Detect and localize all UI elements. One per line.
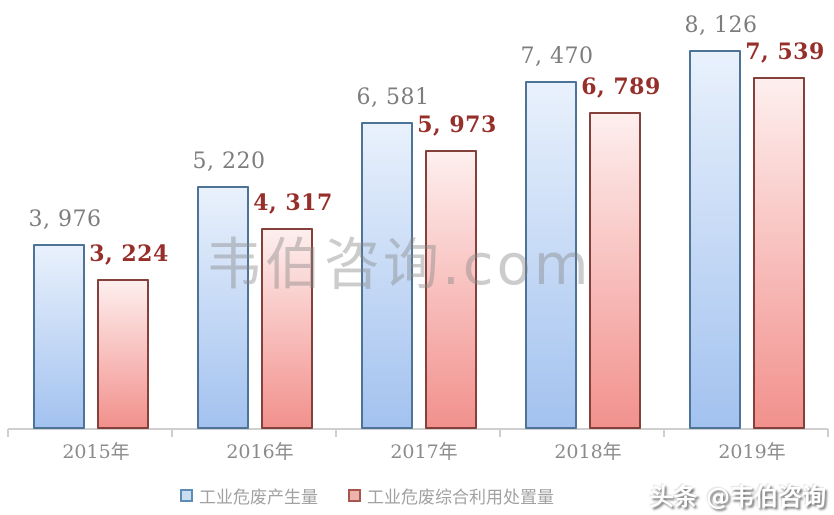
value-label-production-2015年: 3, 976 (28, 207, 102, 232)
bar-production-2015年 (33, 244, 85, 429)
x-axis-tick (827, 429, 829, 437)
legend-label-production: 工业危废产生量 (199, 488, 318, 508)
x-axis-line (8, 428, 828, 430)
value-label-disposal-2017年: 5, 973 (417, 112, 497, 138)
bar-disposal-2018年 (589, 112, 641, 429)
x-axis-tick (7, 429, 9, 437)
value-label-production-2019年: 8, 126 (684, 13, 758, 38)
bar-disposal-2019年 (753, 77, 805, 429)
x-axis-label-2016年: 2016年 (226, 441, 294, 463)
legend-label-disposal: 工业危废综合利用处置量 (367, 488, 554, 508)
bar-disposal-2016年 (261, 228, 313, 429)
legend-item-disposal: 工业危废综合利用处置量 (348, 483, 554, 508)
bar-production-2018年 (525, 81, 577, 429)
legend: 工业危废产生量 工业危废综合利用处置量 (180, 483, 554, 508)
x-axis-label-2015年: 2015年 (62, 441, 130, 463)
value-label-disposal-2019年: 7, 539 (745, 39, 825, 65)
x-axis-tick (663, 429, 665, 437)
legend-swatch-red-icon (348, 489, 361, 502)
legend-swatch-blue-icon (180, 489, 193, 502)
x-axis-label-2017年: 2017年 (390, 441, 458, 463)
x-axis-tick (171, 429, 173, 437)
bar-production-2016年 (197, 186, 249, 429)
x-axis-label-2019年: 2019年 (718, 441, 786, 463)
bar-disposal-2017年 (425, 150, 477, 429)
bar-production-2019年 (689, 50, 741, 429)
value-label-disposal-2015年: 3, 224 (89, 241, 169, 267)
value-label-disposal-2018年: 6, 789 (581, 74, 661, 100)
x-axis-label-2018年: 2018年 (554, 441, 622, 463)
bar-disposal-2015年 (97, 279, 149, 429)
toutiao-watermark: 头条 @韦伯咨询 (649, 483, 826, 511)
value-label-production-2017年: 6, 581 (356, 85, 430, 110)
x-axis-tick (335, 429, 337, 437)
value-label-production-2016年: 5, 220 (192, 149, 266, 174)
legend-item-production: 工业危废产生量 (180, 483, 318, 508)
value-label-production-2018年: 7, 470 (520, 44, 594, 69)
x-axis-tick (499, 429, 501, 437)
value-label-disposal-2016年: 4, 317 (253, 190, 333, 216)
bar-production-2017年 (361, 122, 413, 429)
